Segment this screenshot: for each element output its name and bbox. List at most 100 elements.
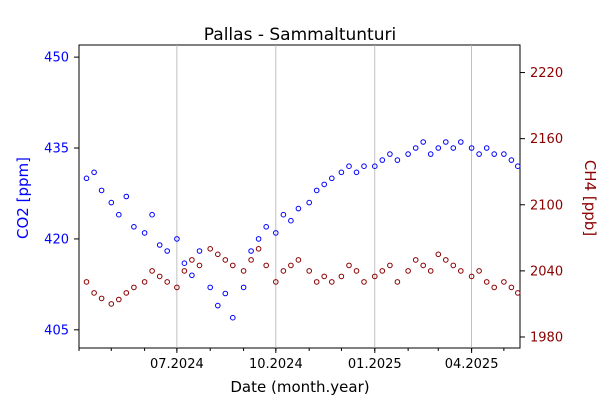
data-point: [468, 273, 475, 280]
data-point: [361, 163, 367, 169]
data-point: [483, 279, 490, 285]
x-axis: 07.2024 10.2024 01.2025 04.2025: [78, 348, 505, 372]
data-point: [353, 268, 360, 274]
y-right-tick-label: 2100: [530, 198, 563, 213]
data-point: [174, 236, 180, 242]
data-point: [491, 151, 498, 157]
data-point: [156, 242, 163, 248]
chart-title: Pallas - Sammaltunturi: [204, 25, 396, 45]
data-point: [515, 290, 521, 296]
data-point: [141, 230, 148, 236]
data-point: [131, 284, 137, 291]
data-point: [149, 268, 155, 274]
plot-frame: [78, 44, 521, 349]
data-point: [215, 251, 221, 258]
data-point: [181, 260, 188, 267]
data-point: [83, 175, 90, 182]
data-point: [346, 163, 352, 169]
data-point: [280, 211, 287, 218]
data-point: [91, 290, 97, 296]
data-point: [420, 139, 427, 145]
y-right-tick-label: 2160: [530, 132, 563, 147]
data-point: [338, 273, 345, 280]
data-point: [91, 169, 97, 176]
data-point: [379, 157, 386, 163]
data-point: [491, 284, 498, 291]
data-point: [427, 151, 434, 157]
series-co2: [83, 139, 521, 321]
data-point: [306, 199, 313, 206]
data-point: [329, 279, 335, 285]
data-point: [263, 262, 270, 269]
y-right-tick-label: 1980: [530, 330, 563, 345]
gridlines: [176, 45, 472, 348]
y-left-tick-label: 435: [44, 142, 69, 157]
data-point: [273, 230, 279, 236]
data-point: [443, 139, 449, 145]
data-point: [338, 169, 345, 176]
data-point: [156, 273, 163, 280]
data-point: [108, 199, 115, 206]
data-point: [329, 175, 335, 182]
data-point: [189, 272, 195, 279]
data-point: [295, 257, 302, 263]
data-point: [501, 151, 507, 157]
data-point: [427, 268, 434, 274]
data-point: [174, 284, 180, 291]
data-point: [394, 279, 401, 285]
data-point: [222, 257, 229, 263]
data-point: [164, 248, 170, 254]
series-ch4: [83, 246, 521, 307]
x-axis-label: Date (month.year): [230, 378, 369, 396]
data-point: [108, 301, 115, 307]
data-point: [346, 262, 352, 269]
x-tick-label: 04.2025: [445, 357, 499, 372]
data-point: [288, 217, 294, 224]
data-point: [379, 268, 386, 274]
data-point: [215, 302, 221, 309]
data-point: [230, 262, 236, 269]
y-left-tick-label: 405: [44, 323, 69, 338]
x-tick-label: 10.2024: [249, 357, 303, 372]
data-point: [255, 246, 262, 252]
data-point: [83, 279, 90, 285]
data-point: [443, 257, 449, 263]
data-point: [420, 262, 427, 269]
data-point: [476, 268, 482, 274]
data-series: [83, 139, 521, 321]
data-point: [372, 163, 378, 169]
data-point: [248, 248, 254, 254]
data-point: [196, 248, 203, 254]
data-point: [387, 262, 393, 269]
data-point: [501, 279, 507, 285]
data-point: [412, 145, 419, 151]
data-point: [508, 157, 515, 163]
data-point: [450, 145, 457, 151]
data-point: [435, 251, 442, 258]
data-point: [508, 284, 515, 291]
data-point: [149, 211, 155, 218]
data-point: [288, 262, 294, 269]
data-point: [476, 151, 482, 157]
data-point: [313, 279, 320, 285]
data-point: [196, 262, 203, 269]
data-point: [387, 151, 393, 157]
x-tick-label: 07.2024: [150, 357, 204, 372]
y-left-tick-label: 450: [44, 51, 69, 66]
data-point: [435, 145, 442, 151]
data-point: [405, 268, 411, 274]
y-axis-right: 1980 2040 2100 2160 2220: [520, 66, 563, 345]
data-point: [405, 151, 411, 157]
data-point: [240, 268, 247, 274]
data-point: [353, 169, 360, 176]
data-point: [263, 224, 270, 230]
data-point: [483, 145, 490, 151]
y-right-tick-label: 2220: [530, 66, 563, 81]
data-point: [321, 273, 328, 280]
data-point: [98, 187, 105, 194]
y-axis-left: 405 420 435 450: [44, 51, 79, 338]
data-point: [164, 279, 170, 285]
data-point: [372, 273, 378, 280]
data-point: [131, 224, 137, 230]
